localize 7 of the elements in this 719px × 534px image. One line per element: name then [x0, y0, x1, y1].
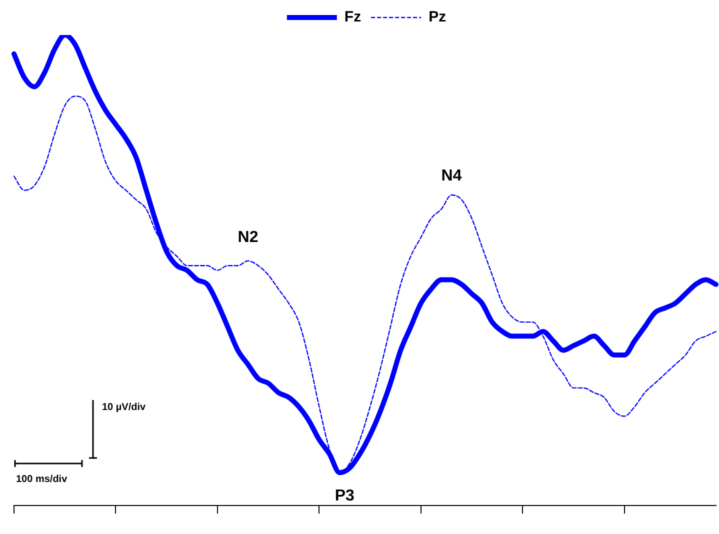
annotation: 10 µV/div: [102, 402, 146, 413]
legend-label: Fz: [344, 8, 362, 26]
annotation: P3: [334, 488, 355, 505]
legend-label: Pz: [428, 8, 446, 26]
annotation: 100 ms/div: [16, 474, 68, 485]
annotation: N2: [238, 228, 258, 246]
annotation: N4: [441, 168, 462, 185]
